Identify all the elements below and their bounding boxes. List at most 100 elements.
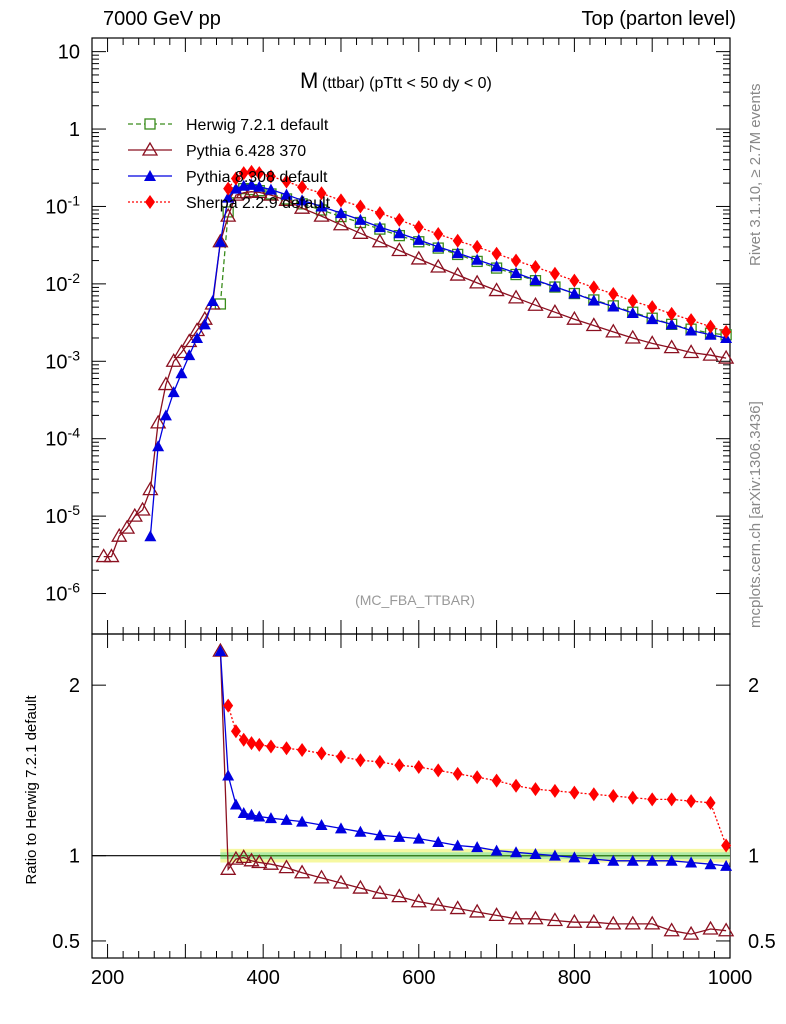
data-point bbox=[663, 922, 680, 937]
data-point bbox=[488, 907, 505, 922]
data-point bbox=[198, 318, 211, 330]
data-point bbox=[666, 792, 677, 807]
data-point bbox=[682, 344, 700, 359]
y-tick-label: 10-1 bbox=[45, 192, 80, 218]
data-point bbox=[646, 313, 659, 325]
data-point bbox=[412, 233, 425, 245]
data-point bbox=[471, 841, 484, 853]
ratio-y-tick-label-right: 2 bbox=[748, 675, 759, 697]
data-point bbox=[605, 915, 622, 930]
data-point bbox=[704, 328, 717, 340]
data-point bbox=[373, 221, 386, 233]
data-point bbox=[144, 530, 157, 542]
data-point bbox=[413, 760, 424, 775]
data-point bbox=[568, 287, 581, 299]
data-point bbox=[705, 795, 716, 810]
data-point bbox=[546, 303, 564, 318]
data-point bbox=[717, 349, 735, 364]
data-point bbox=[222, 769, 235, 781]
data-point bbox=[702, 920, 719, 935]
data-point bbox=[490, 844, 503, 856]
data-point bbox=[430, 258, 447, 273]
data-point bbox=[451, 839, 464, 851]
data-point bbox=[246, 736, 257, 751]
data-point bbox=[430, 896, 447, 911]
data-point bbox=[265, 169, 276, 184]
data-point bbox=[588, 280, 599, 295]
ratio-line bbox=[219, 651, 727, 867]
data-point bbox=[608, 789, 619, 803]
data-point bbox=[254, 737, 265, 752]
data-point bbox=[452, 766, 463, 781]
data-point bbox=[410, 250, 427, 265]
data-point bbox=[607, 854, 620, 866]
series-pythia8 bbox=[144, 178, 733, 542]
ratio-frame bbox=[91, 633, 731, 959]
data-point bbox=[103, 548, 120, 563]
data-point bbox=[371, 233, 389, 248]
data-point bbox=[469, 274, 486, 289]
data-point bbox=[159, 409, 172, 421]
data-point bbox=[685, 856, 698, 868]
data-point bbox=[587, 294, 600, 306]
data-point bbox=[354, 825, 367, 837]
data-point bbox=[413, 220, 424, 235]
data-point bbox=[702, 346, 719, 361]
data-point bbox=[605, 323, 622, 338]
data-point bbox=[214, 235, 227, 247]
data-point bbox=[646, 854, 659, 866]
data-point bbox=[717, 922, 735, 937]
ratio-y-tick-label-right: 0.5 bbox=[748, 931, 776, 953]
data-point bbox=[488, 282, 505, 297]
data-point bbox=[491, 773, 502, 788]
data-point bbox=[313, 207, 330, 222]
data-point bbox=[230, 171, 241, 186]
data-point bbox=[569, 785, 580, 800]
data-point bbox=[313, 869, 330, 884]
data-point bbox=[624, 915, 641, 930]
data-point bbox=[118, 519, 136, 534]
data-point bbox=[230, 724, 241, 739]
data-point bbox=[626, 854, 639, 866]
data-point bbox=[546, 912, 564, 927]
data-point bbox=[150, 414, 167, 429]
data-point bbox=[165, 352, 182, 367]
data-point bbox=[449, 900, 466, 915]
data-point bbox=[663, 339, 680, 354]
data-point bbox=[315, 200, 328, 212]
data-point bbox=[183, 349, 196, 361]
data-point bbox=[280, 813, 293, 825]
ratio-series-pythia6 bbox=[212, 642, 735, 940]
data-point bbox=[607, 300, 620, 312]
data-point bbox=[335, 749, 346, 764]
data-point bbox=[626, 307, 639, 319]
data-point bbox=[229, 798, 242, 810]
data-point bbox=[245, 808, 258, 820]
data-point bbox=[251, 854, 268, 869]
data-point bbox=[644, 915, 661, 930]
data-point bbox=[246, 164, 257, 179]
data-point bbox=[191, 331, 204, 343]
y-tick-label: 1 bbox=[69, 119, 80, 141]
data-point bbox=[585, 317, 602, 332]
data-point bbox=[510, 267, 523, 279]
data-point bbox=[472, 770, 483, 785]
data-point bbox=[222, 191, 235, 203]
data-point bbox=[432, 836, 445, 848]
data-point bbox=[238, 732, 249, 747]
data-point bbox=[666, 306, 677, 321]
x-tick-label: 800 bbox=[558, 967, 591, 989]
y-tick-label: 10-4 bbox=[45, 425, 80, 451]
data-point bbox=[529, 847, 542, 859]
data-point bbox=[721, 838, 732, 853]
data-point bbox=[511, 778, 522, 793]
data-point bbox=[566, 310, 583, 325]
data-point bbox=[685, 324, 698, 336]
data-point bbox=[374, 206, 385, 221]
data-point bbox=[297, 742, 308, 757]
x-tick-label: 200 bbox=[91, 967, 124, 989]
data-point bbox=[264, 812, 277, 824]
data-point bbox=[433, 763, 444, 778]
data-point bbox=[254, 166, 265, 181]
data-point bbox=[587, 853, 600, 865]
